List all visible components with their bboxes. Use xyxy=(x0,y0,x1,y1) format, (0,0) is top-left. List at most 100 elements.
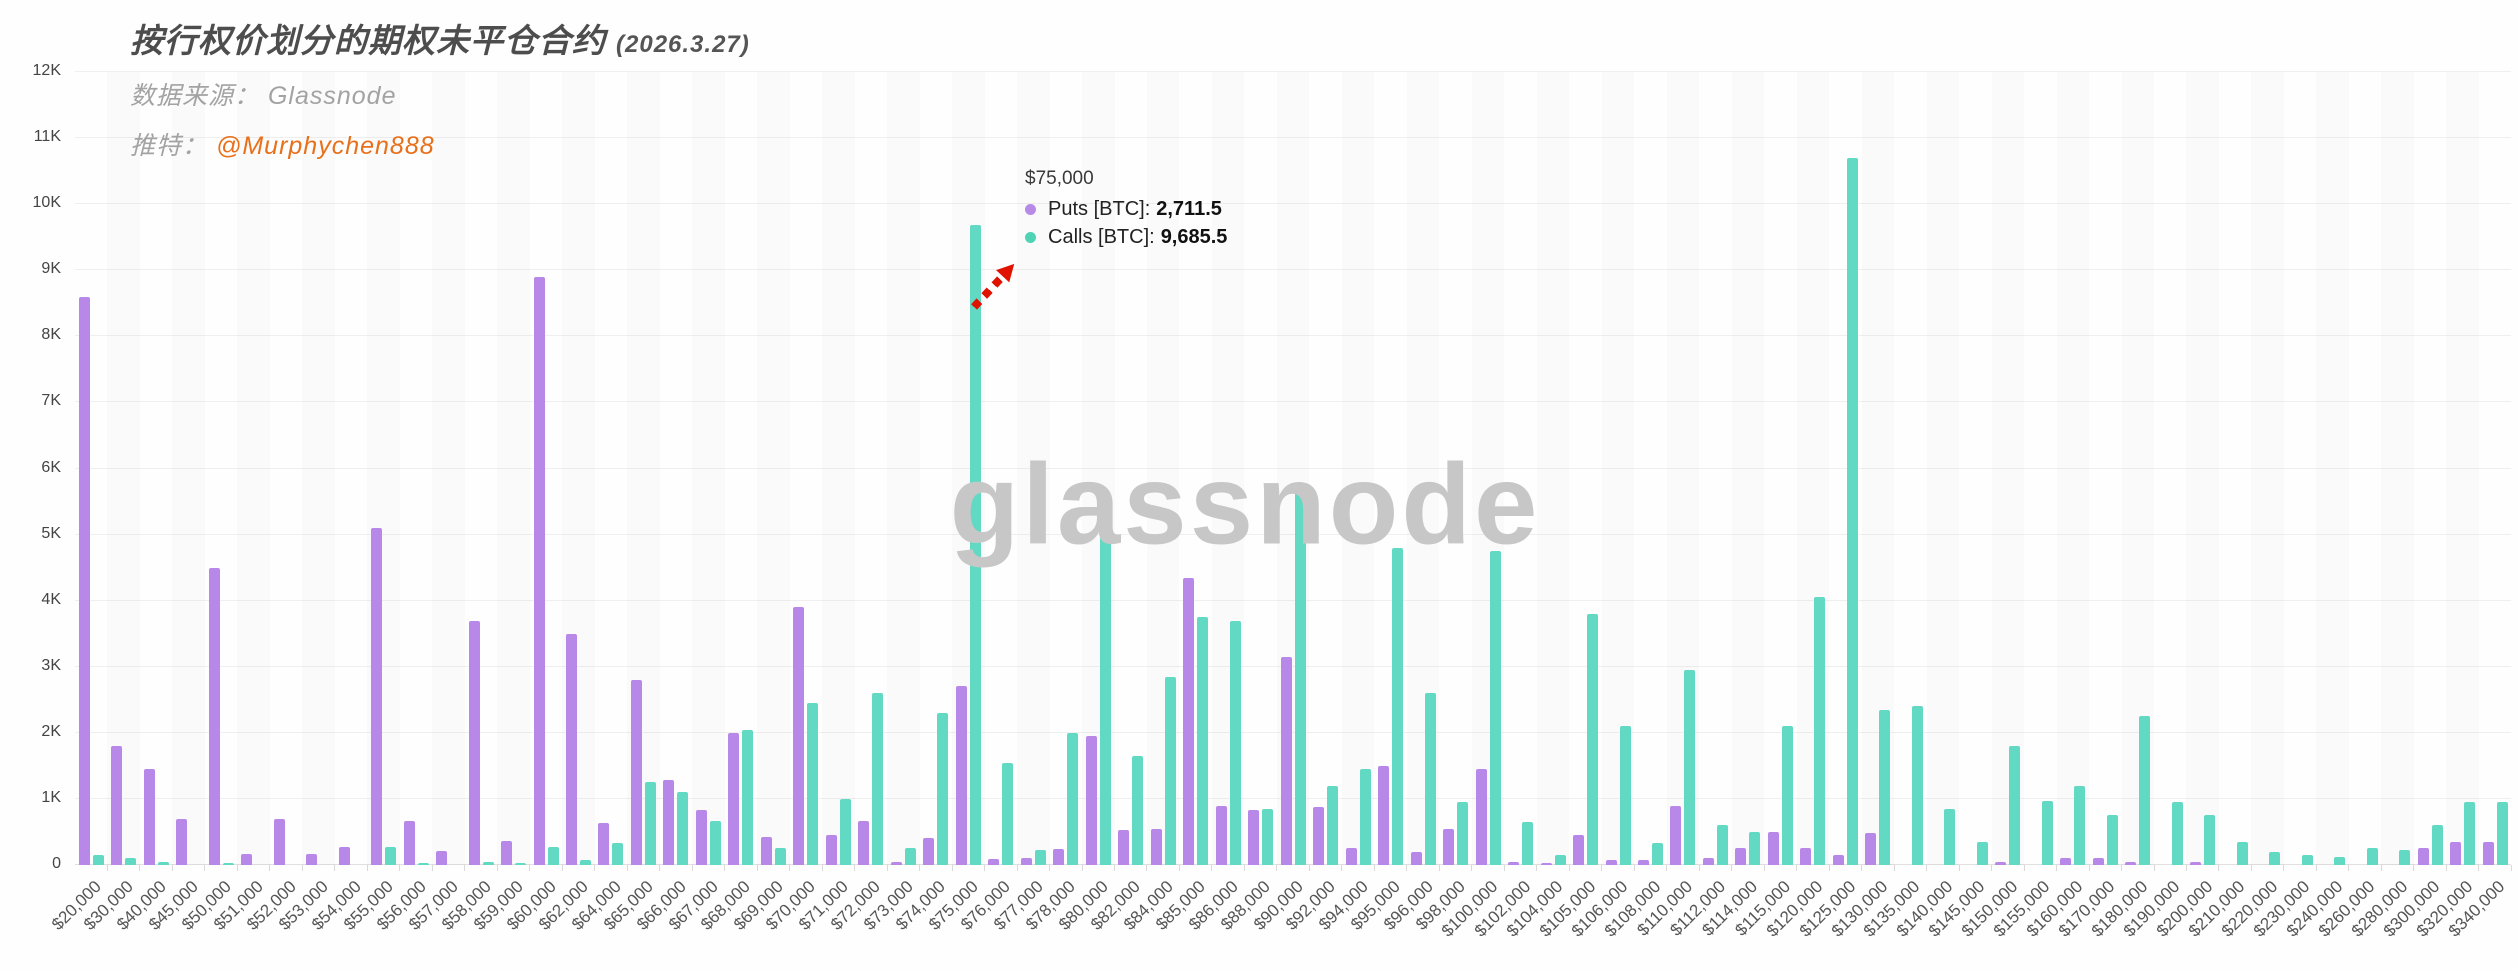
puts-bar-$55,000[interactable] xyxy=(371,527,383,865)
calls-bar-$85,000[interactable] xyxy=(1197,617,1209,865)
calls-bar-$60,000[interactable] xyxy=(547,847,559,865)
calls-bar-$170,000[interactable] xyxy=(2106,815,2118,865)
calls-bar-$74,000[interactable] xyxy=(937,713,949,865)
calls-bar-$84,000[interactable] xyxy=(1164,676,1176,865)
puts-bar-$69,000[interactable] xyxy=(760,837,772,865)
puts-bar-$104,000[interactable] xyxy=(1540,863,1552,865)
calls-bar-$86,000[interactable] xyxy=(1229,620,1241,865)
puts-bar-$300,000[interactable] xyxy=(2417,848,2429,865)
puts-bar-$105,000[interactable] xyxy=(1573,835,1585,865)
puts-bar-$51,000[interactable] xyxy=(241,854,253,865)
calls-bar-$145,000[interactable] xyxy=(1976,841,1988,865)
calls-bar-$90,000[interactable] xyxy=(1294,485,1306,865)
puts-bar-$56,000[interactable] xyxy=(403,821,415,865)
calls-bar-$112,000[interactable] xyxy=(1716,825,1728,865)
calls-bar-$340,000[interactable] xyxy=(2496,802,2508,865)
puts-bar-$94,000[interactable] xyxy=(1345,848,1357,865)
calls-bar-$120,000[interactable] xyxy=(1814,597,1826,865)
puts-bar-$170,000[interactable] xyxy=(2092,858,2104,865)
calls-bar-$240,000[interactable] xyxy=(2334,857,2346,865)
calls-bar-$69,000[interactable] xyxy=(774,847,786,865)
calls-bar-$110,000[interactable] xyxy=(1684,670,1696,865)
calls-bar-$104,000[interactable] xyxy=(1554,855,1566,865)
calls-bar-$68,000[interactable] xyxy=(742,729,754,865)
puts-bar-$84,000[interactable] xyxy=(1150,828,1162,865)
puts-bar-$72,000[interactable] xyxy=(858,821,870,865)
puts-bar-$108,000[interactable] xyxy=(1637,859,1649,865)
calls-bar-$66,000[interactable] xyxy=(677,792,689,865)
calls-bar-$230,000[interactable] xyxy=(2301,855,2313,865)
calls-bar-$55,000[interactable] xyxy=(385,846,397,865)
calls-bar-$77,000[interactable] xyxy=(1034,849,1046,865)
puts-bar-$71,000[interactable] xyxy=(825,835,837,865)
calls-bar-$106,000[interactable] xyxy=(1619,726,1631,865)
calls-bar-$75,000[interactable] xyxy=(969,224,981,865)
calls-bar-$100,000[interactable] xyxy=(1489,551,1501,865)
calls-bar-$280,000[interactable] xyxy=(2399,850,2411,865)
calls-bar-$96,000[interactable] xyxy=(1424,693,1436,865)
calls-bar-$64,000[interactable] xyxy=(612,842,624,865)
calls-bar-$105,000[interactable] xyxy=(1587,613,1599,865)
puts-bar-$88,000[interactable] xyxy=(1248,810,1260,865)
calls-bar-$108,000[interactable] xyxy=(1651,843,1663,865)
calls-bar-$71,000[interactable] xyxy=(839,798,851,865)
puts-bar-$77,000[interactable] xyxy=(1020,858,1032,865)
calls-bar-$30,000[interactable] xyxy=(125,858,137,865)
twitter-handle[interactable]: @Murphychen888 xyxy=(215,132,435,160)
calls-bar-$98,000[interactable] xyxy=(1457,802,1469,865)
puts-bar-$86,000[interactable] xyxy=(1215,805,1227,865)
puts-bar-$92,000[interactable] xyxy=(1313,806,1325,865)
puts-bar-$120,000[interactable] xyxy=(1800,848,1812,865)
puts-bar-$125,000[interactable] xyxy=(1832,855,1844,865)
calls-bar-$56,000[interactable] xyxy=(417,863,429,865)
puts-bar-$114,000[interactable] xyxy=(1735,848,1747,865)
puts-bar-$67,000[interactable] xyxy=(695,810,707,865)
calls-bar-$62,000[interactable] xyxy=(580,860,591,865)
puts-bar-$78,000[interactable] xyxy=(1053,849,1065,865)
calls-bar-$73,000[interactable] xyxy=(904,848,916,865)
puts-bar-$30,000[interactable] xyxy=(111,746,123,865)
puts-bar-$340,000[interactable] xyxy=(2482,841,2494,865)
calls-bar-$150,000[interactable] xyxy=(2009,746,2021,865)
puts-bar-$90,000[interactable] xyxy=(1280,656,1292,865)
puts-bar-$70,000[interactable] xyxy=(793,607,805,865)
puts-bar-$58,000[interactable] xyxy=(468,620,480,865)
calls-bar-$20,000[interactable] xyxy=(92,855,104,865)
puts-bar-$57,000[interactable] xyxy=(436,851,448,865)
calls-bar-$40,000[interactable] xyxy=(157,861,169,865)
puts-bar-$115,000[interactable] xyxy=(1767,831,1779,865)
calls-bar-$82,000[interactable] xyxy=(1132,755,1144,865)
puts-bar-$106,000[interactable] xyxy=(1605,859,1617,865)
puts-bar-$100,000[interactable] xyxy=(1475,769,1487,865)
calls-bar-$95,000[interactable] xyxy=(1392,547,1404,865)
puts-bar-$150,000[interactable] xyxy=(1995,861,2007,865)
puts-bar-$110,000[interactable] xyxy=(1670,805,1682,865)
calls-bar-$300,000[interactable] xyxy=(2431,825,2443,865)
puts-bar-$53,000[interactable] xyxy=(306,853,318,865)
puts-bar-$102,000[interactable] xyxy=(1508,861,1520,865)
puts-bar-$40,000[interactable] xyxy=(143,769,155,865)
puts-bar-$320,000[interactable] xyxy=(2450,841,2462,865)
puts-bar-$82,000[interactable] xyxy=(1118,829,1130,865)
calls-bar-$76,000[interactable] xyxy=(1002,762,1014,865)
calls-bar-$65,000[interactable] xyxy=(644,782,656,865)
calls-bar-$78,000[interactable] xyxy=(1067,732,1079,865)
calls-bar-$320,000[interactable] xyxy=(2464,802,2476,865)
calls-bar-$58,000[interactable] xyxy=(482,862,494,865)
puts-bar-$54,000[interactable] xyxy=(338,846,350,865)
puts-bar-$74,000[interactable] xyxy=(923,837,935,865)
calls-bar-$114,000[interactable] xyxy=(1749,831,1761,865)
calls-bar-$140,000[interactable] xyxy=(1944,808,1956,865)
calls-bar-$200,000[interactable] xyxy=(2204,815,2216,865)
calls-bar-$130,000[interactable] xyxy=(1879,709,1891,865)
puts-bar-$85,000[interactable] xyxy=(1183,577,1195,865)
calls-bar-$72,000[interactable] xyxy=(872,693,884,865)
puts-bar-$112,000[interactable] xyxy=(1702,858,1714,865)
puts-bar-$95,000[interactable] xyxy=(1378,765,1390,865)
calls-bar-$88,000[interactable] xyxy=(1262,808,1274,865)
puts-bar-$52,000[interactable] xyxy=(273,818,285,865)
calls-bar-$102,000[interactable] xyxy=(1522,822,1534,865)
calls-bar-$94,000[interactable] xyxy=(1359,769,1371,865)
puts-bar-$68,000[interactable] xyxy=(728,732,740,865)
puts-bar-$65,000[interactable] xyxy=(630,679,642,865)
